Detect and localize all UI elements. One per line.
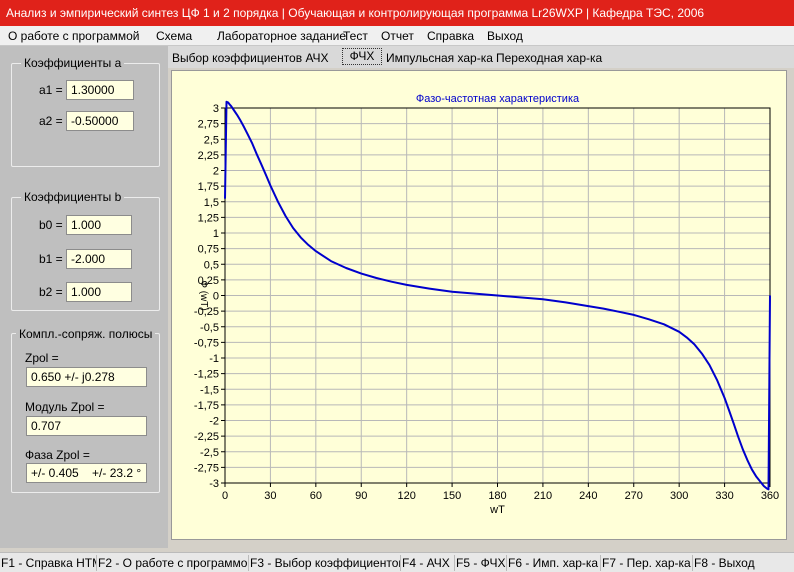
coef-a-group: Коэффициенты a a1 = 1.30000 a2 = -0.5000… <box>11 56 160 167</box>
poles-title: Компл.-сопряж. полюсы <box>16 327 156 341</box>
a2-field[interactable]: -0.50000 <box>66 111 134 131</box>
x-tick-label: 30 <box>264 490 276 502</box>
chart-panel: Фазо-частотная характеристика 0 30 60 90 120 1… <box>171 70 787 540</box>
y-tick-label: 0,25 <box>198 275 219 287</box>
tab-strip: Выбор коэффициентов АЧХ ФЧХ Импульсная х… <box>168 46 794 68</box>
y-tick-label: -0,5 <box>200 322 219 334</box>
x-tick-label: 180 <box>488 490 506 502</box>
left-panel: Коэффициенты a a1 = 1.30000 a2 = -0.5000… <box>0 46 168 548</box>
y-tick-label: 1 <box>213 228 219 240</box>
status-f8[interactable]: F8 - Выход <box>694 556 755 570</box>
coef-b-title: Коэффициенты b <box>21 190 125 204</box>
menu-about[interactable]: О работе с программой <box>8 29 140 43</box>
menu-report[interactable]: Отчет <box>381 29 414 43</box>
status-f7[interactable]: F7 - Пер. хар-ка <box>601 555 693 571</box>
y-tick-label: -1 <box>209 353 219 365</box>
y-tick-label: -3 <box>209 478 219 490</box>
b1-label: b1 = <box>39 252 63 266</box>
x-tick-label: 0 <box>222 490 228 502</box>
phase-field: +/- 0.405 +/- 23.2 ° <box>26 463 147 483</box>
y-tick-label: 2 <box>213 166 219 178</box>
status-f1[interactable]: F1 - Справка HTML <box>0 555 97 571</box>
status-f2[interactable]: F2 - О работе с программой <box>98 555 249 571</box>
tab-phase[interactable]: ФЧХ <box>342 48 382 65</box>
b2-field[interactable]: 1.000 <box>66 282 132 302</box>
status-f3[interactable]: F3 - Выбор коэффициентов <box>250 555 401 571</box>
x-tick-label: 90 <box>355 490 367 502</box>
y-tick-label: 2,75 <box>198 119 219 131</box>
y-tick-label: 3 <box>213 103 219 115</box>
x-tick-label: 270 <box>625 490 643 502</box>
x-tick-label: 240 <box>579 490 597 502</box>
y-tick-label: -2 <box>209 416 219 428</box>
coef-b-group: Коэффициенты b b0 = 1.000 b1 = -2.000 b2… <box>11 190 160 311</box>
menu-scheme[interactable]: Схема <box>156 29 193 43</box>
a1-label: a1 = <box>39 83 63 97</box>
y-tick-label: 0 <box>213 291 219 303</box>
y-tick-label: -1,5 <box>200 384 219 396</box>
y-tick-label: -0,25 <box>194 306 219 318</box>
window-title: Анализ и эмпирический синтез ЦФ 1 и 2 по… <box>6 6 705 20</box>
a1-field[interactable]: 1.30000 <box>66 80 134 100</box>
coef-a-title: Коэффициенты a <box>21 56 125 70</box>
y-tick-label: 2,25 <box>198 150 219 162</box>
menu-test[interactable]: Тест <box>343 29 368 43</box>
tab-impulse[interactable]: Импульсная хар-ка <box>386 51 493 65</box>
x-tick-label: 360 <box>761 490 779 502</box>
chart-title: Фазо-частотная характеристика <box>416 93 580 105</box>
y-tick-label: -0,75 <box>194 337 219 349</box>
window-title-bar: Анализ и эмпирический синтез ЦФ 1 и 2 по… <box>0 0 794 26</box>
y-tick-label: -1,75 <box>194 400 219 412</box>
y-tick-label: 1,25 <box>198 212 219 224</box>
zpol-field: 0.650 +/- j0.278 <box>26 367 147 387</box>
tab-step[interactable]: Переходная хар-ка <box>496 51 603 65</box>
poles-group: Компл.-сопряж. полюсы Zpol = 0.650 +/- j… <box>11 327 160 493</box>
y-tick-label: -2,25 <box>194 431 219 443</box>
modul-field: 0.707 <box>26 416 147 436</box>
y-tick-label: 1,5 <box>204 197 219 209</box>
b2-label: b2 = <box>39 285 63 299</box>
x-tick-label: 330 <box>715 490 733 502</box>
x-tick-label: 60 <box>310 490 322 502</box>
x-tick-label: 300 <box>670 490 688 502</box>
y-tick-label: -2,75 <box>194 462 219 474</box>
x-tick-label: 120 <box>397 490 415 502</box>
y-tick-label: 0,75 <box>198 244 219 256</box>
x-tick-label: 150 <box>443 490 461 502</box>
y-tick-label: -1,25 <box>194 369 219 381</box>
b0-label: b0 = <box>39 218 63 232</box>
menu-lab-task[interactable]: Лабораторное задание <box>217 29 347 43</box>
y-tick-label: 1,75 <box>198 181 219 193</box>
b1-field[interactable]: -2.000 <box>66 249 132 269</box>
x-axis-label: wT <box>489 504 505 516</box>
y-tick-label: 2,5 <box>204 134 219 146</box>
y-axis-label: Ф (wT) <box>198 280 209 310</box>
tab-coefficients[interactable]: Выбор коэффициентов <box>172 51 303 65</box>
series-line <box>224 100 771 491</box>
menu-exit[interactable]: Выход <box>487 29 523 43</box>
zpol-label: Zpol = <box>25 351 59 365</box>
status-f6[interactable]: F6 - Имп. хар-ка <box>507 555 601 571</box>
status-bar: F1 - Справка HTML F2 - О работе с програ… <box>0 552 794 572</box>
y-tick-label: -2,5 <box>200 447 219 459</box>
menu-bar: О работе с программой Схема Лабораторное… <box>0 26 794 46</box>
tab-amplitude[interactable]: АЧХ <box>305 51 329 65</box>
y-tick-label: 0,5 <box>204 259 219 271</box>
menu-help[interactable]: Справка <box>427 29 475 43</box>
b0-field[interactable]: 1.000 <box>66 215 132 235</box>
status-f5[interactable]: F5 - ФЧХ <box>456 555 507 571</box>
phase-label: Фаза Zpol = <box>25 448 90 462</box>
status-f4[interactable]: F4 - АЧХ <box>401 555 455 571</box>
a2-label: a2 = <box>39 114 63 128</box>
modul-label: Модуль Zpol = <box>25 400 105 414</box>
x-tick-label: 210 <box>534 490 552 502</box>
